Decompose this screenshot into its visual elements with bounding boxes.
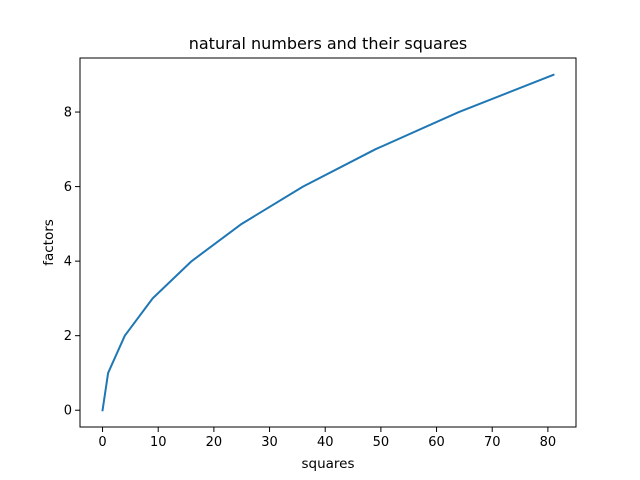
plot-area xyxy=(101,73,555,412)
x-tick-label: 60 xyxy=(428,435,445,450)
x-tick-label: 10 xyxy=(150,435,167,450)
x-tick-label: 80 xyxy=(540,435,557,450)
y-axis-label: factors xyxy=(41,219,57,266)
x-tick-label: 50 xyxy=(373,435,390,450)
y-tick-label: 2 xyxy=(64,329,72,344)
y-tick-label: 0 xyxy=(64,404,72,419)
x-tick-label: 30 xyxy=(261,435,278,450)
chart-title: natural numbers and their squares xyxy=(189,34,468,53)
x-tick-label: 0 xyxy=(98,435,106,450)
x-tick-label: 40 xyxy=(317,435,334,450)
y-tick-label: 8 xyxy=(64,106,72,121)
x-axis-label: squares xyxy=(301,456,354,472)
x-tick-label: 20 xyxy=(206,435,223,450)
y-tick-label: 6 xyxy=(64,180,72,195)
series-line xyxy=(101,73,555,412)
axis-ticks: 0 10 20 30 40 50 60 70 80 0 2 4 6 8 xyxy=(64,106,556,450)
x-tick-label: 70 xyxy=(484,435,501,450)
y-tick-label: 4 xyxy=(64,255,72,270)
axes-frame xyxy=(79,57,577,428)
